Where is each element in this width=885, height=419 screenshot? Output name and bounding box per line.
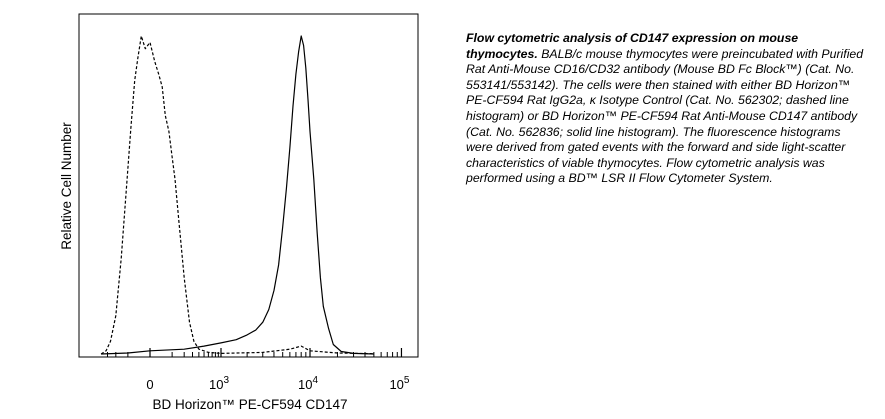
- x-tick-labels: 0 103 104 105: [146, 375, 410, 392]
- x-tick-label: 104: [298, 375, 318, 392]
- series-layer: [100, 35, 374, 355]
- plot-frame: [78, 13, 419, 358]
- y-axis-label: Relative Cell Number: [59, 122, 74, 250]
- x-tick-label: 103: [209, 375, 229, 392]
- x-major-ticks: [149, 348, 403, 357]
- figure-caption: Flow cytometric analysis of CD147 expres…: [466, 31, 866, 187]
- isotype-control-curve: [100, 35, 374, 355]
- x-axis-label: BD Horizon™ PE-CF594 CD147: [152, 397, 347, 412]
- x-tick-label: 0: [146, 377, 153, 392]
- caption-body: BALB/c mouse thymocytes were preincubate…: [466, 46, 864, 186]
- x-tick-label: 105: [389, 375, 409, 392]
- cd147-stained-curve: [101, 35, 374, 355]
- caption-title: Flow cytometric analysis of CD147 expres…: [466, 31, 799, 61]
